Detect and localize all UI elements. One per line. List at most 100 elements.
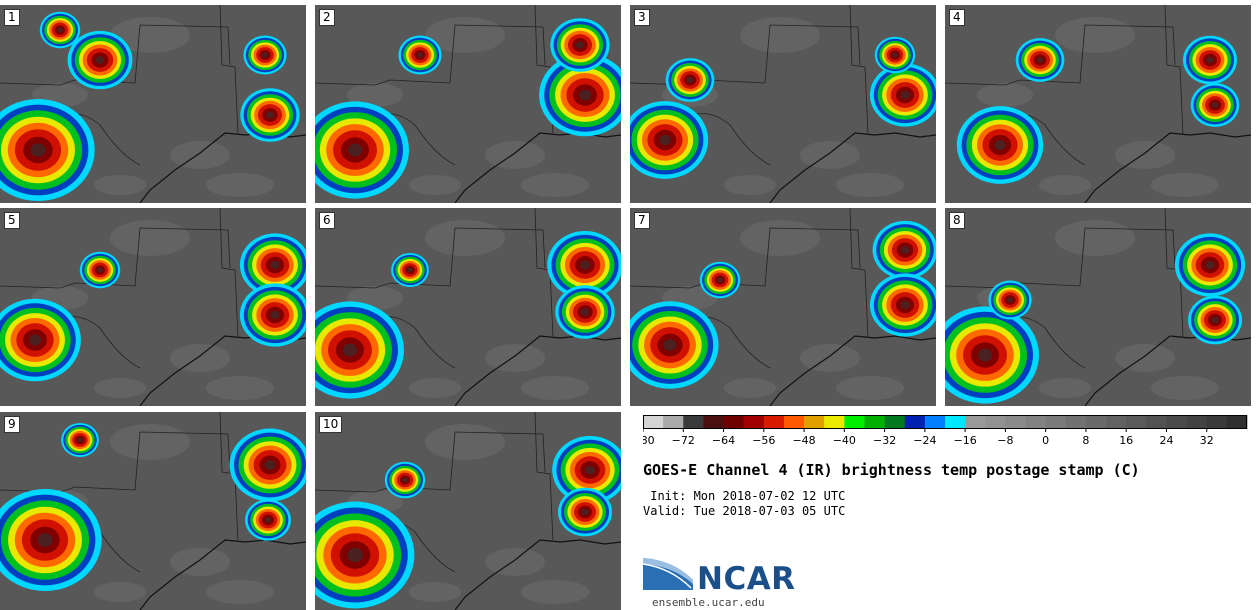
storm-cell <box>558 487 612 537</box>
colorbar-swatch <box>1206 415 1228 429</box>
colorbar-swatch <box>723 415 744 429</box>
storm-cell <box>699 261 741 299</box>
ncar-logo-icon <box>642 554 695 598</box>
panel-2: 2 <box>315 5 621 203</box>
panel-10: 10 <box>315 412 621 610</box>
colorbar-swatch <box>683 415 704 429</box>
map-1 <box>0 5 306 203</box>
storm-cell <box>398 35 442 75</box>
colorbar-swatch <box>945 415 966 429</box>
colorbar-tick-label: 8 <box>1082 434 1089 447</box>
map-9 <box>0 412 306 610</box>
colorbar-swatch <box>703 415 724 429</box>
panel-number: 3 <box>634 9 650 26</box>
ncar-wordmark: NCAR <box>697 561 796 597</box>
map-8 <box>945 208 1251 406</box>
init-time: Init: Mon 2018-07-02 12 UTC <box>643 489 846 503</box>
storm-cell <box>874 36 916 74</box>
map-10 <box>315 412 621 610</box>
panel-8: 8 <box>945 208 1251 406</box>
colorbar-swatch <box>1166 415 1187 429</box>
colorbar-tick-label: 32 <box>1200 434 1214 447</box>
colorbar-swatch <box>1005 415 1026 429</box>
storm-cell <box>61 422 99 458</box>
storm-cell <box>869 273 936 337</box>
colorbar-tick-label: 24 <box>1159 434 1173 447</box>
storm-cell <box>1188 295 1242 345</box>
storm-cell <box>872 220 936 280</box>
panel-number: 10 <box>319 416 343 433</box>
colorbar-swatch <box>884 415 906 429</box>
colorbar-swatch <box>1126 415 1147 429</box>
colorbar-tick-label: −24 <box>913 434 936 447</box>
colorbar-swatch <box>985 415 1006 429</box>
colorbar-swatch <box>864 415 885 429</box>
colorbar-swatch <box>663 415 684 429</box>
map-6 <box>315 208 621 406</box>
panel-6: 6 <box>315 208 621 406</box>
colorbar-swatch <box>965 415 986 429</box>
colorbar-swatch <box>824 415 845 429</box>
colorbar-tick-label: −72 <box>672 434 695 447</box>
colorbar-tick-label: −16 <box>954 434 977 447</box>
panel-number: 2 <box>319 9 335 26</box>
panel-1: 1 <box>0 5 306 203</box>
colorbar-swatch <box>763 415 785 429</box>
colorbar-tick-label: 16 <box>1119 434 1133 447</box>
storm-cell <box>630 101 709 179</box>
storm-cell <box>1183 35 1237 85</box>
storm-cell <box>1190 83 1240 127</box>
colorbar-swatch <box>844 415 865 429</box>
colorbar-tick-label: −8 <box>997 434 1013 447</box>
panel-number: 6 <box>319 212 335 229</box>
colorbar-tick-label: −56 <box>752 434 775 447</box>
storm-cell <box>239 233 306 297</box>
colorbar-tick-label: −32 <box>873 434 896 447</box>
colorbar-swatch <box>904 415 926 429</box>
panel-4: 4 <box>945 5 1251 203</box>
storm-cell <box>945 306 1039 404</box>
panel-number: 9 <box>4 416 20 433</box>
storm-cell <box>539 53 621 137</box>
storm-cell <box>956 106 1044 184</box>
colorbar-swatch <box>1106 415 1127 429</box>
storm-cell <box>550 18 610 72</box>
storm-cell <box>245 499 291 541</box>
map-5 <box>0 208 306 406</box>
panel-3: 3 <box>630 5 936 203</box>
colorbar-swatch <box>1065 415 1087 429</box>
panel-7: 7 <box>630 208 936 406</box>
valid-time: Valid: Tue 2018-07-03 05 UTC <box>643 504 846 518</box>
colorbar-swatch <box>643 415 664 429</box>
colorbar-swatch <box>1045 415 1067 429</box>
storm-cell <box>239 283 306 347</box>
colorbar-swatch <box>1025 415 1046 429</box>
panel-number: 1 <box>4 9 20 26</box>
storm-cell <box>315 101 409 199</box>
storm-cell <box>384 461 426 499</box>
map-4 <box>945 5 1251 203</box>
storm-cell <box>869 63 936 127</box>
storm-cell <box>555 285 615 339</box>
colorbar-swatch <box>804 415 825 429</box>
panel-number: 8 <box>949 212 965 229</box>
storm-cell <box>243 35 287 75</box>
colorbar-swatch <box>783 415 805 429</box>
map-3 <box>630 5 936 203</box>
colorbar-tick-label: 0 <box>1042 434 1049 447</box>
colorbar-tick-label: −40 <box>833 434 856 447</box>
colorbar-swatch <box>1146 415 1167 429</box>
colorbar-swatch <box>924 415 946 429</box>
map-7 <box>630 208 936 406</box>
colorbar-tick-label: −64 <box>712 434 735 447</box>
panel-number: 7 <box>634 212 650 229</box>
storm-cell <box>547 230 621 300</box>
storm-cell <box>665 58 715 102</box>
panel-5: 5 <box>0 208 306 406</box>
storm-cell <box>79 251 121 289</box>
colorbar-swatch <box>1226 415 1248 429</box>
storm-cell <box>988 280 1032 320</box>
storm-cell <box>229 428 306 502</box>
panel-number: 5 <box>4 212 20 229</box>
